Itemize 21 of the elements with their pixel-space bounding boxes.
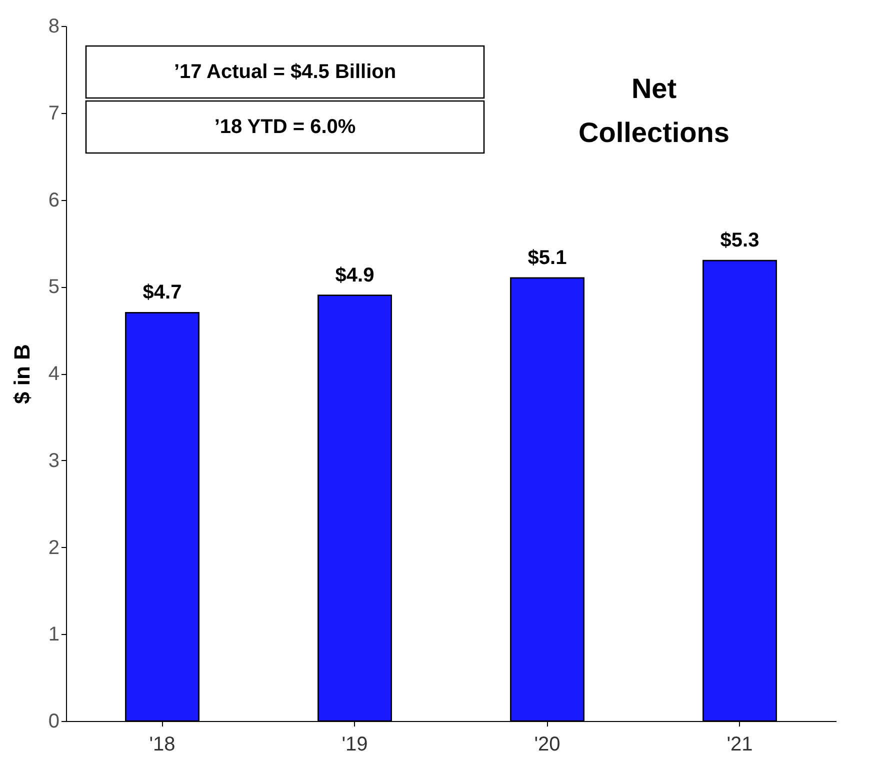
x-tick-label: '19 [342,734,368,756]
data-label: $5.3 [720,230,760,252]
x-tick-label: '21 [726,734,753,756]
y-tick-label: 8 [48,16,60,38]
data-label: $4.7 [142,282,182,304]
y-tick-label: 4 [48,363,60,385]
y-tick-label: 5 [48,276,60,298]
y-tick-label: 3 [48,450,60,472]
y-tick-label: 1 [48,624,60,646]
annotation: ’18 YTD = 6.0% [214,116,356,138]
y-axis-title: $ in B [9,344,34,404]
data-label: $5.1 [528,246,567,269]
annotation: ’17 Actual = $4.5 Billion [174,61,396,83]
x-tick-label: '20 [534,734,560,756]
text: Net Collections [578,73,730,148]
y-tick-label: 7 [48,102,60,124]
x-tick-label: '18 [149,734,176,756]
y-tick-label: 0 [48,710,60,732]
y-tick-label: 6 [48,189,60,212]
data-label: $4.9 [335,264,374,286]
y-tick-label: 2 [48,536,60,559]
